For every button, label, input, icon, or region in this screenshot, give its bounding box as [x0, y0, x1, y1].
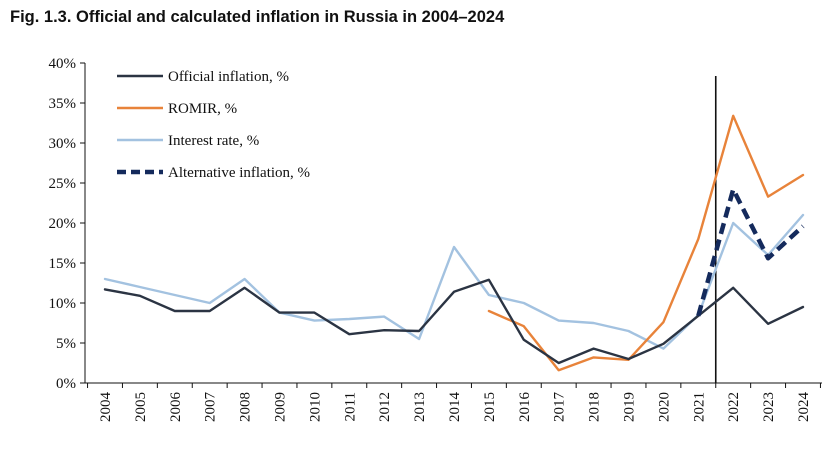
- data-point-official-inflation: [592, 347, 594, 349]
- data-point-interest-rate: [174, 294, 176, 296]
- x-tick-label: 2024: [796, 392, 812, 423]
- series-line-romir: [487, 114, 805, 372]
- x-tick-label: 2004: [98, 392, 114, 423]
- y-tick-label: 30%: [49, 136, 77, 152]
- data-point-interest-rate: [313, 319, 315, 321]
- x-tick-label: 2015: [482, 392, 498, 422]
- x-tick-label: 2020: [656, 392, 672, 422]
- data-point-official-inflation: [802, 306, 804, 308]
- data-point-official-inflation: [418, 330, 420, 332]
- data-point-official-inflation: [174, 310, 176, 312]
- series-line-official-inflation: [103, 278, 805, 365]
- y-tick-label: 25%: [49, 176, 77, 192]
- data-point-romir: [488, 310, 490, 312]
- data-point-official-inflation: [732, 287, 734, 289]
- y-tick-label: 20%: [49, 216, 77, 232]
- figure-title: Fig. 1.3. Official and calculated inflat…: [10, 8, 505, 26]
- legend-label: ROMIR, %: [168, 101, 237, 117]
- data-point-interest-rate: [592, 322, 594, 324]
- data-point-interest-rate: [348, 318, 350, 320]
- data-point-romir: [767, 195, 769, 197]
- y-tick-label: 40%: [49, 56, 77, 72]
- data-point-interest-rate: [523, 302, 525, 304]
- y-tick-label: 10%: [49, 296, 77, 312]
- data-point-interest-rate: [139, 286, 141, 288]
- data-point-official-inflation: [627, 358, 629, 360]
- data-point-romir: [697, 238, 699, 240]
- data-point-interest-rate: [488, 294, 490, 296]
- data-point-interest-rate: [383, 315, 385, 317]
- x-tick-label: 2019: [622, 392, 638, 422]
- x-tick-label: 2007: [203, 392, 219, 423]
- x-tick-label: 2017: [552, 392, 568, 423]
- legend-label: Interest rate, %: [168, 133, 259, 149]
- x-tick-label: 2010: [307, 392, 323, 422]
- y-tick-label: 35%: [49, 96, 77, 112]
- x-tick-label: 2009: [273, 392, 289, 422]
- data-point-alternative-inflation: [697, 315, 699, 317]
- data-point-official-inflation: [278, 311, 280, 313]
- data-point-romir: [592, 356, 594, 358]
- x-tick-label: 2012: [377, 392, 393, 422]
- data-point-interest-rate: [209, 302, 211, 304]
- data-point-interest-rate: [802, 214, 804, 216]
- data-point-romir: [662, 321, 664, 323]
- x-tick-label: 2021: [691, 392, 707, 422]
- y-tick-label: 15%: [49, 256, 77, 272]
- series-layer: [103, 114, 805, 372]
- data-point-interest-rate: [104, 278, 106, 280]
- data-point-official-inflation: [558, 362, 560, 364]
- data-point-official-inflation: [139, 295, 141, 297]
- data-point-interest-rate: [558, 319, 560, 321]
- legend-label: Official inflation, %: [168, 69, 289, 85]
- data-point-romir: [523, 325, 525, 327]
- data-point-interest-rate: [453, 246, 455, 248]
- x-tick-label: 2013: [412, 392, 428, 422]
- data-point-alternative-inflation: [767, 257, 769, 259]
- x-tick-label: 2022: [726, 392, 742, 422]
- x-tick-label: 2018: [587, 392, 603, 422]
- data-point-official-inflation: [453, 291, 455, 293]
- data-point-alternative-inflation: [802, 225, 804, 227]
- data-point-official-inflation: [383, 329, 385, 331]
- data-point-official-inflation: [523, 339, 525, 341]
- data-point-interest-rate: [732, 222, 734, 224]
- data-point-interest-rate: [243, 278, 245, 280]
- data-point-official-inflation: [662, 343, 664, 345]
- data-point-official-inflation: [313, 311, 315, 313]
- x-tick-label: 2006: [168, 392, 184, 423]
- series-line-alternative-inflation: [696, 187, 805, 317]
- data-point-official-inflation: [209, 310, 211, 312]
- x-tick-label: 2005: [133, 392, 149, 422]
- data-point-interest-rate: [418, 338, 420, 340]
- y-tick-label: 0%: [56, 376, 76, 392]
- x-tick-label: 2014: [447, 392, 463, 423]
- x-tick-label: 2023: [761, 392, 777, 422]
- data-point-official-inflation: [488, 279, 490, 281]
- data-point-official-inflation: [243, 287, 245, 289]
- data-point-interest-rate: [662, 347, 664, 349]
- data-point-romir: [558, 369, 560, 371]
- x-tick-label: 2016: [517, 392, 533, 423]
- legend-label: Alternative inflation, %: [168, 165, 310, 181]
- data-point-romir: [732, 115, 734, 117]
- x-tick-label: 2008: [238, 392, 254, 422]
- data-point-interest-rate: [627, 330, 629, 332]
- data-point-official-inflation: [348, 333, 350, 335]
- x-tick-label: 2011: [342, 392, 358, 421]
- legend: Official inflation, % ROMIR, % Interest ra…: [117, 69, 310, 181]
- data-point-official-inflation: [104, 288, 106, 290]
- data-point-alternative-inflation: [732, 188, 734, 190]
- data-point-official-inflation: [767, 323, 769, 325]
- axes: 0% 5% 10% 15% 20% 25% 30% 35% 40% 2004 2005 2006 200…: [49, 56, 822, 423]
- data-point-romir: [802, 174, 804, 176]
- y-tick-label: 5%: [56, 336, 76, 352]
